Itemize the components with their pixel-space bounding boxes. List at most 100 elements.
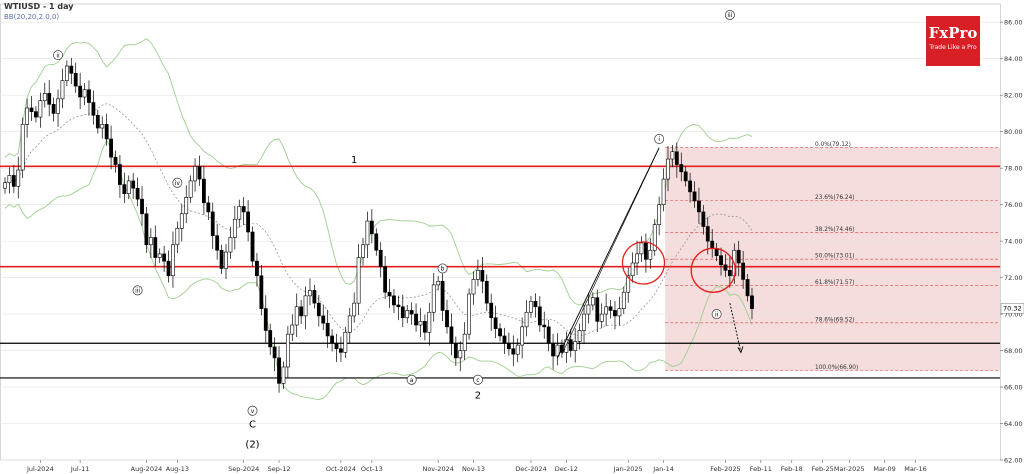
candle-body	[692, 191, 697, 202]
fib-label: 38.2%(74.46)	[815, 227, 855, 233]
candle-body	[714, 248, 719, 257]
wave-circle	[472, 374, 483, 385]
x-tick-label: Nov-13	[462, 465, 485, 473]
y-tick-label: 70.00	[1004, 311, 1023, 319]
x-tick-label: Oct-13	[361, 465, 383, 473]
candle-body	[34, 111, 38, 118]
candle-body	[210, 211, 215, 236]
candle-body	[343, 332, 348, 353]
candle-body	[515, 344, 520, 355]
candle-body	[493, 317, 498, 329]
logo-tagline: Trade Like a Pro	[929, 44, 977, 51]
candle-body	[356, 257, 361, 304]
candle-body	[91, 102, 96, 116]
fib-levels: 0.0%(79.12) 23.6%(76.24) 38.2%(74.46) 50.0%…	[665, 142, 1000, 371]
wave-label: iii	[135, 288, 140, 295]
candle-body	[228, 237, 233, 253]
candle-body	[626, 275, 631, 293]
projection-arrow	[729, 303, 742, 353]
candle-body	[285, 333, 290, 368]
wave-label: 1	[351, 155, 357, 166]
candle-body	[131, 180, 136, 189]
candle-body	[352, 302, 357, 317]
candle-body	[290, 324, 295, 335]
candle-body	[202, 178, 206, 204]
y-tick-label: 86.00	[1004, 19, 1023, 27]
candle-body	[82, 89, 87, 98]
candle-body	[56, 98, 60, 114]
candle-body	[396, 304, 401, 308]
x-tick-label: Jul-11	[70, 465, 89, 473]
candle-body	[95, 114, 100, 129]
candle-body	[361, 244, 365, 258]
wave-label: a	[410, 377, 414, 384]
y-tick-label: 72.00	[1004, 274, 1023, 282]
candle-body	[171, 244, 175, 277]
candle-body	[29, 107, 34, 112]
candle-body	[135, 187, 140, 200]
candle-body	[347, 315, 352, 333]
candles	[3, 57, 754, 393]
candle-body	[166, 260, 171, 277]
candle-body	[573, 341, 578, 351]
candle-body	[445, 310, 449, 328]
y-tick-label: 68.00	[1004, 347, 1023, 355]
candle-body	[87, 89, 91, 103]
candle-body	[374, 233, 379, 251]
candle-body	[78, 85, 83, 98]
candle-body	[334, 342, 339, 350]
candle-body	[316, 302, 321, 317]
candle-body	[405, 310, 410, 319]
candle-body	[462, 333, 467, 351]
x-tick-label: Sep-2024	[228, 465, 259, 473]
candle-body	[100, 124, 105, 129]
candle-body	[42, 93, 47, 101]
candle-body	[365, 220, 370, 246]
candle-body	[392, 295, 396, 306]
candle-body	[639, 242, 644, 255]
candle-body	[224, 251, 228, 269]
candle-body	[409, 310, 414, 315]
arrow-head	[737, 346, 744, 354]
x-tick-label: Feb-2025	[710, 465, 740, 473]
candle-body	[140, 198, 144, 215]
candle-body	[47, 93, 52, 105]
candle-body	[153, 237, 158, 258]
candle-body	[679, 164, 684, 173]
candle-body	[179, 213, 184, 229]
trend-line	[561, 147, 660, 355]
candle-body	[197, 166, 202, 180]
candle-body	[745, 279, 750, 297]
candle-body	[577, 330, 582, 342]
x-tick-label: Feb-25	[812, 465, 834, 473]
trend-line	[557, 147, 660, 359]
candle-body	[184, 197, 189, 215]
candle-body	[440, 280, 445, 311]
candle-body	[590, 297, 595, 306]
fib-label: 100.0%(66.90)	[815, 365, 858, 371]
candle-body	[272, 346, 277, 359]
candle-body	[652, 224, 657, 251]
wave-circle	[53, 50, 63, 61]
candle-body	[325, 322, 330, 337]
candle-body	[378, 249, 383, 267]
x-tick-label: Jan-14	[652, 465, 674, 473]
candle-body	[719, 255, 723, 266]
candle-body	[431, 284, 436, 313]
candle-body	[246, 211, 251, 233]
candle-body	[697, 200, 701, 213]
candle-body	[427, 311, 432, 333]
candle-body	[299, 306, 304, 317]
candle-body	[688, 180, 693, 193]
candle-body	[237, 206, 242, 220]
candle-body	[3, 182, 7, 189]
y-tick-label: 78.00	[1004, 165, 1023, 173]
candle-body	[51, 104, 56, 114]
y-tick-label: 76.00	[1004, 201, 1023, 209]
candle-body	[400, 306, 405, 319]
candle-body	[104, 124, 109, 140]
candle-body	[268, 330, 273, 348]
y-tick-label: 84.00	[1004, 55, 1023, 63]
